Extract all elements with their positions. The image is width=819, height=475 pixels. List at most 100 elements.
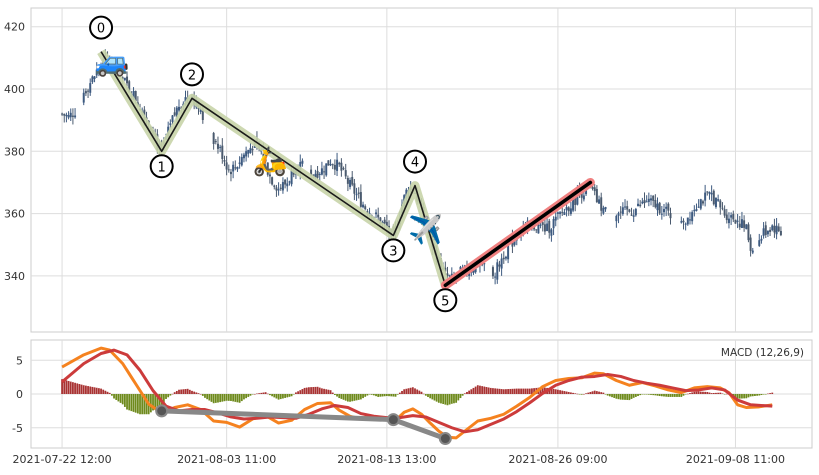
macd-histogram-bar (149, 394, 152, 413)
macd-histogram-bar (104, 390, 107, 394)
candle-body (93, 76, 96, 79)
macd-histogram-bar (455, 394, 458, 403)
macd-histogram-bar (95, 387, 98, 394)
zigzag-point-label: 2 (188, 68, 196, 83)
candle-body (353, 183, 356, 194)
macd-histogram-bar (295, 392, 297, 394)
macd-histogram-bar (574, 393, 577, 394)
macd-histogram-bar (476, 385, 479, 394)
macd-histogram-bar (641, 394, 644, 395)
candle-body (242, 154, 245, 159)
macd-histogram-bar (671, 394, 674, 397)
candle-body (240, 157, 243, 166)
candle-body (628, 209, 631, 212)
macd-histogram-bar (91, 386, 94, 394)
candle-body (223, 160, 226, 162)
macd-histogram-bar (767, 393, 769, 395)
macd-histogram-bar (741, 394, 743, 399)
macd-histogram-bar (273, 394, 276, 398)
macd-histogram-bar (474, 386, 477, 394)
macd-histogram-bar (206, 394, 209, 400)
candle-body (312, 174, 315, 176)
zigzag-point-marker (89, 15, 114, 40)
macd-histogram-bar (548, 388, 551, 394)
macd-histogram-bar (370, 394, 373, 395)
candle-body (216, 143, 219, 149)
candle-body (281, 182, 284, 191)
macd-histogram-bar (522, 388, 525, 394)
candle-body (268, 174, 271, 177)
candle-body (232, 164, 235, 172)
candle-body (626, 206, 629, 210)
macd-histogram-bar (699, 391, 702, 394)
macd-histogram-bar (593, 390, 596, 394)
candle-body (732, 213, 735, 220)
macd-histogram-bar (500, 389, 503, 394)
candle-body (602, 207, 605, 214)
candle-body (556, 212, 559, 214)
macd-histogram-bar (565, 391, 568, 394)
zigzag-point-marker (403, 149, 428, 174)
macd-histogram-bar (552, 388, 555, 394)
candle-body (496, 262, 499, 280)
macd-histogram-bar (175, 390, 178, 394)
candle-body (238, 162, 241, 164)
candle-body (199, 108, 202, 112)
candle-body (665, 206, 668, 209)
macd-histogram-bar (598, 391, 600, 394)
zigzag-point-label: 4 (411, 156, 419, 171)
macd-histogram-bar (446, 394, 449, 406)
macd-histogram-bar (282, 394, 284, 399)
candle-body (71, 115, 74, 117)
candle-body (110, 58, 113, 60)
macd-histogram-bar (494, 388, 497, 394)
macd-histogram-bar (418, 390, 421, 394)
candle-body (641, 201, 644, 204)
candle-body (554, 216, 557, 221)
macd-histogram-bar (100, 388, 102, 394)
macd-histogram-bar (550, 388, 553, 394)
macd-histogram-bar (277, 394, 280, 400)
macd-histogram-bar (329, 390, 332, 394)
macd-histogram-bar (353, 394, 356, 401)
candle-body (656, 203, 659, 211)
macd-histogram-bar (762, 394, 765, 395)
candle-body (550, 229, 553, 236)
candle-body (126, 76, 129, 84)
macd-histogram-bar (582, 394, 585, 395)
macd-histogram-bar (561, 390, 564, 394)
macd-histogram-bar (717, 392, 720, 394)
macd-histogram-bar (736, 394, 739, 399)
candle-body (632, 215, 635, 217)
macd-histogram-bar (743, 394, 746, 399)
candle-body (349, 179, 352, 187)
macd-histogram-bar (375, 394, 377, 397)
candle-body (701, 201, 704, 204)
macd-histogram-bar (262, 392, 265, 394)
candle-body (327, 160, 330, 166)
macd-histogram-bar (336, 394, 338, 397)
macd-histogram-bar (169, 394, 172, 396)
macd-histogram-bar (299, 390, 302, 394)
macd-histogram-bar (143, 394, 146, 415)
price-y-tick-label: 400 (4, 83, 25, 96)
macd-histogram-bar (84, 385, 87, 394)
macd-histogram-bar (323, 388, 325, 394)
candle-body (574, 194, 577, 205)
candle-body (448, 275, 451, 277)
macd-histogram-bar (340, 394, 343, 399)
macd-histogram-bar (576, 393, 579, 395)
macd-histogram-bar (611, 394, 613, 398)
macd-histogram-bar (89, 386, 92, 394)
candle-body (275, 187, 278, 191)
macd-histogram-bar (604, 394, 607, 395)
candle-body (100, 64, 103, 70)
macd-histogram-bar (275, 394, 278, 399)
candle-body (619, 211, 622, 213)
scooter-icon: 🛵 (253, 145, 288, 178)
candle-body (621, 207, 624, 215)
macd-histogram-bar (106, 391, 109, 394)
macd-histogram-bar (136, 394, 139, 414)
macd-histogram-bar (236, 394, 239, 403)
candle-body (561, 211, 564, 213)
